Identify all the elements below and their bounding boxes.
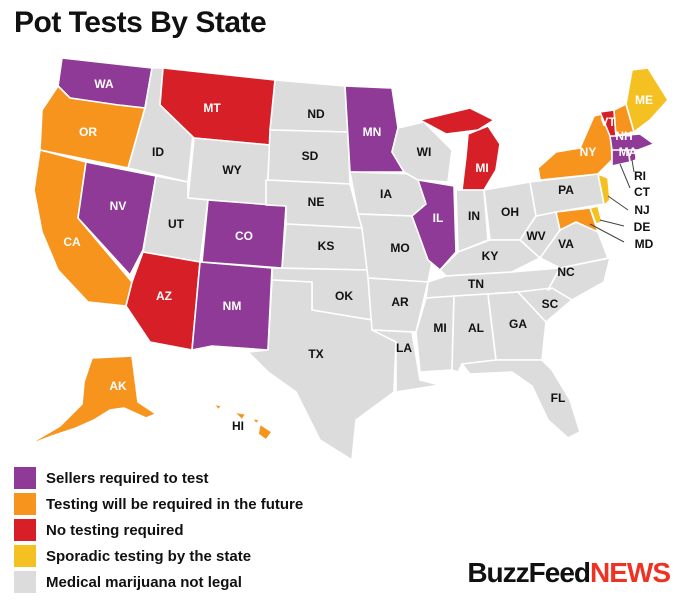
label-nc: NC [557,265,575,279]
label-ca: CA [63,235,81,249]
label-nh: NH [615,129,632,143]
label-wi: WI [417,145,432,159]
logo-news: NEWS [590,557,671,588]
legend-item-none: No testing required [14,517,303,543]
legend-swatch [14,571,36,593]
label-ky: KY [482,249,499,263]
label-in: IN [468,209,480,223]
legend-item-illegal: Medical marijuana not legal [14,569,303,595]
label-ga: GA [509,317,527,331]
label-vt: VT [600,115,616,129]
label-mo: MO [390,241,409,255]
label-ne: NE [308,195,325,209]
label-ms: MI [433,321,446,335]
label-nv: NV [110,199,127,213]
label-va: VA [558,237,574,251]
label-tn: TN [468,277,484,291]
label-az: AZ [156,289,172,303]
state-md[interactable] [555,207,599,233]
state-de[interactable] [589,205,603,225]
state-ga[interactable] [487,291,547,361]
label-mt: MT [203,101,221,115]
state-nm[interactable] [191,261,273,351]
legend-item-future: Testing will be required in the future [14,491,303,517]
label-ar: AR [391,295,409,309]
label-nd: ND [307,107,325,121]
label-il: IL [433,211,444,225]
label-wv: WV [526,229,545,243]
label-hi: HI [232,419,244,433]
state-la[interactable] [371,329,441,393]
state-mi[interactable] [461,125,501,191]
label-de: DE [634,220,651,234]
state-me[interactable] [625,67,669,133]
label-ct: CT [634,185,651,199]
label-mn: MN [363,125,382,139]
label-ks: KS [318,239,335,253]
label-tx: TX [308,347,323,361]
label-la: LA [396,341,412,355]
label-sd: SD [302,149,319,163]
legend-label: No testing required [46,521,184,539]
state-wi[interactable] [391,121,453,183]
state-il[interactable] [411,179,457,271]
state-ak[interactable] [25,355,157,447]
label-ma: MA [619,145,638,159]
state-mi-up[interactable] [419,107,495,135]
legend-label: Medical marijuana not legal [46,573,242,591]
state-nj[interactable] [597,173,611,211]
label-ok: OK [335,289,353,303]
leader-md [589,223,625,243]
leader-ri [631,159,635,173]
label-fl: FL [551,391,566,405]
legend-item-sporadic: Sporadic testing by the state [14,543,303,569]
label-pa: PA [558,183,574,197]
label-md: MD [635,237,654,251]
state-nd[interactable] [269,79,349,133]
label-ak: AK [109,379,127,393]
label-me: ME [635,93,653,107]
legend-swatch [14,519,36,541]
label-wy: WY [222,163,241,177]
label-oh: OH [501,205,519,219]
legend: Sellers required to test Testing will be… [14,465,303,595]
state-fl[interactable] [461,359,581,439]
legend-label: Sellers required to test [46,469,209,487]
logo-buzzfeed: BuzzFeed [467,557,591,588]
label-or: OR [79,125,97,139]
label-ut: UT [168,217,185,231]
label-al: AL [468,321,484,335]
buzzfeed-news-logo: BuzzFeedNEWS [467,557,671,589]
label-wa: WA [94,77,114,91]
state-labels: WA OR CA NV ID MT WY UT CO AZ NM ND SD N… [63,77,653,433]
state-hi[interactable] [213,403,273,441]
state-ma[interactable] [609,133,655,151]
label-id: ID [152,145,164,159]
legend-label: Testing will be required in the future [46,495,304,513]
legend-swatch [14,545,36,567]
legend-swatch [14,467,36,489]
label-nm: NM [223,299,242,313]
legend-swatch [14,493,36,515]
state-ms[interactable] [415,295,455,373]
label-co: CO [235,229,253,243]
label-sc: SC [542,297,559,311]
leader-ct [619,163,631,189]
label-ia: IA [380,187,392,201]
state-nv[interactable] [77,161,157,276]
state-tx[interactable] [247,279,397,461]
page-title: Pot Tests By State [14,6,267,39]
label-ri: RI [634,169,646,183]
legend-item-required: Sellers required to test [14,465,303,491]
label-nj: NJ [634,203,649,217]
legend-label: Sporadic testing by the state [46,547,252,565]
leader-nj [607,195,629,211]
label-ny: NY [580,145,597,159]
label-mi: MI [475,161,488,175]
leader-de [599,219,625,227]
